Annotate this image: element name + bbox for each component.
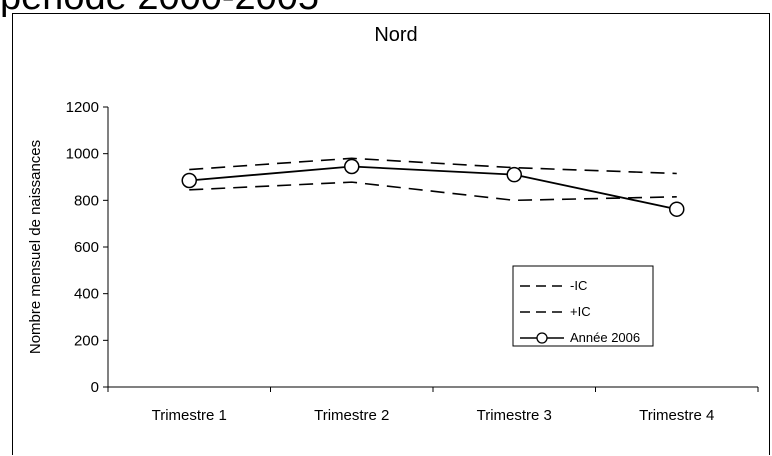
legend-box	[512, 265, 654, 347]
legend-label-2: +IC	[570, 304, 591, 319]
legend-marker	[536, 332, 548, 344]
series-line-3	[189, 165, 677, 211]
data-point-marker	[506, 166, 522, 183]
data-point-marker	[669, 201, 685, 217]
y-tick-label: 1200	[66, 99, 99, 116]
y-axis-label: Nombre mensuel de naissances	[27, 140, 44, 354]
legend-label-3: Année 2006	[570, 330, 640, 345]
legend-label-1: -IC	[570, 278, 587, 293]
chart-frame: Nord Nombre mensuel de naissances 0 200 40…	[12, 13, 770, 455]
series-line-2	[189, 157, 677, 175]
y-tick-label: 1000	[66, 146, 99, 163]
x-tick-label: Trimestre 3	[477, 407, 552, 424]
x-tick-label: Trimestre 2	[314, 407, 389, 424]
chart-title: Nord	[374, 24, 417, 46]
page-title-partial: période 2000-2005	[0, 0, 772, 16]
data-point-marker	[181, 172, 197, 189]
y-tick-label: 200	[74, 332, 99, 349]
series-line-1	[189, 181, 677, 202]
axes: 0 200 400 600 800 1000 1200 Trimestre 1 Trimestr…	[66, 99, 759, 424]
y-tick-label: 400	[74, 286, 99, 303]
series-layer	[181, 157, 685, 217]
data-point-marker	[344, 158, 360, 175]
x-tick-label: Trimestre 1	[152, 407, 227, 424]
line-chart: Nord Nombre mensuel de naissances 0 200 40…	[27, 24, 759, 424]
y-tick-label: 0	[91, 379, 99, 396]
y-tick-label: 600	[74, 239, 99, 256]
x-tick-label: Trimestre 4	[639, 407, 714, 424]
y-tick-label: 800	[74, 192, 99, 209]
legend: -IC +IC Année 2006	[512, 265, 654, 347]
